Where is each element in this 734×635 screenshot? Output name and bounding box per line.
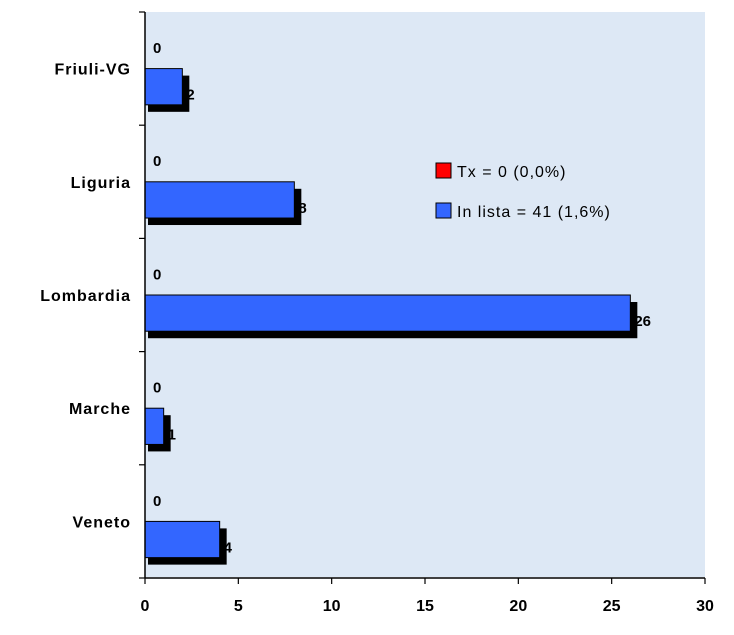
data-label-in-lista-liguria: 8 [298, 200, 306, 217]
bar-in-lista-lombardia [144, 294, 631, 332]
data-label-tx-lombardia: 0 [153, 266, 161, 283]
data-label-in-lista-veneto: 4 [224, 540, 233, 557]
data-label-tx-marche: 0 [153, 380, 161, 397]
legend: Tx = 0 (0,0%) In lista = 41 (1,6%) [435, 162, 611, 221]
data-label-tx-liguria: 0 [153, 153, 161, 170]
x-tick-label-5: 5 [234, 598, 243, 615]
ticks-layer [139, 11, 706, 584]
category-label-liguria: Liguria [71, 175, 131, 192]
legend-label-tx: Tx = 0 (0,0%) [457, 164, 566, 181]
bars-layer [144, 68, 638, 565]
data-label-tx-veneto: 0 [153, 493, 161, 510]
data-label-in-lista-lombardia: 26 [634, 313, 651, 330]
bar-in-lista-marche [144, 407, 165, 445]
legend-swatch-in-lista [435, 202, 452, 219]
bar-in-lista-veneto [144, 520, 221, 559]
x-tick-label-15: 15 [416, 598, 434, 615]
x-tick-label-30: 30 [696, 598, 714, 615]
category-label-marche: Marche [69, 401, 131, 418]
bar-in-lista-friuli-vg [144, 68, 183, 106]
category-label-veneto: Veneto [73, 514, 131, 531]
data-label-tx-friuli-vg: 0 [153, 40, 161, 57]
bar-in-lista-liguria [144, 181, 295, 219]
legend-label-in-lista: In lista = 41 (1,6%) [457, 204, 611, 221]
labels-layer: Friuli-VG 0 2 Liguria 0 8 Lombardia 0 26 Marche 0 1… [40, 40, 714, 615]
category-label-friuli-vg: Friuli-VG [54, 62, 131, 79]
legend-swatch-tx [435, 162, 452, 179]
data-label-in-lista-marche: 1 [168, 426, 176, 443]
x-tick-label-10: 10 [323, 598, 341, 615]
data-label-in-lista-friuli-vg: 2 [186, 87, 194, 104]
x-tick-label-20: 20 [509, 598, 527, 615]
x-tick-label-0: 0 [141, 598, 150, 615]
category-label-lombardia: Lombardia [40, 288, 131, 305]
x-tick-label-25: 25 [603, 598, 621, 615]
